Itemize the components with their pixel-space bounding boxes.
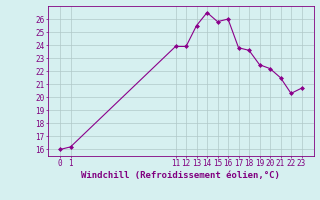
X-axis label: Windchill (Refroidissement éolien,°C): Windchill (Refroidissement éolien,°C): [81, 171, 280, 180]
